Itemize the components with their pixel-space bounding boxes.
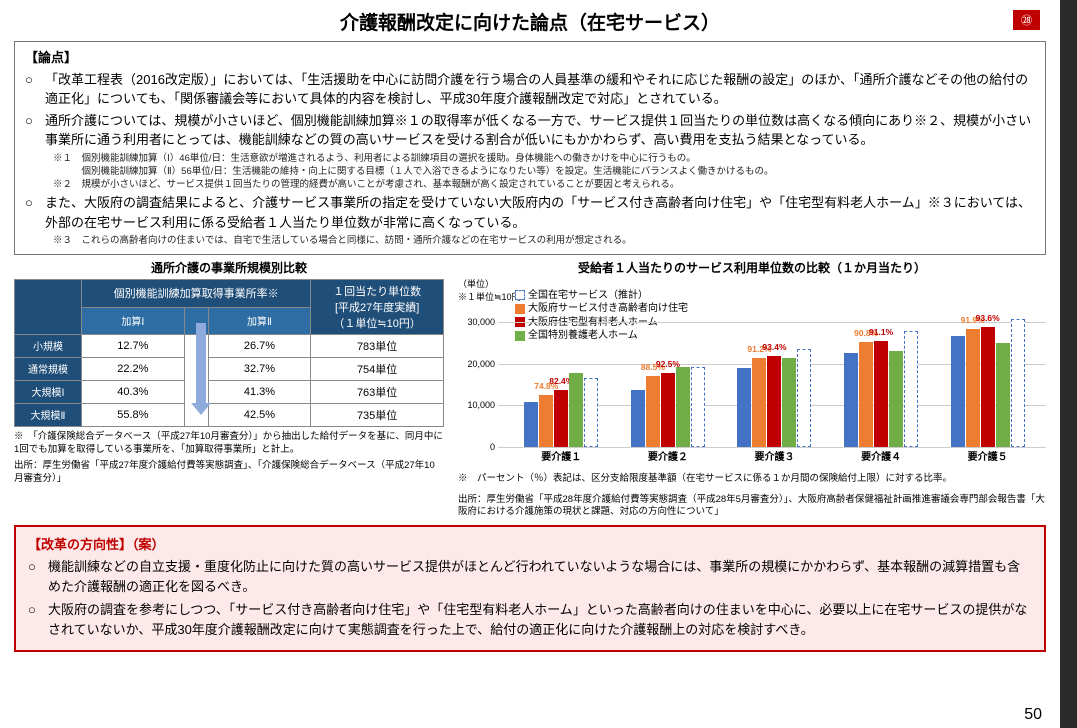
bar-group: 88.5%92.5%要介護２ [631,302,705,447]
table-title: 通所介護の事業所規模別比較 [14,259,444,276]
reference-bar [584,378,598,447]
issues-label: 【論点】 [25,48,1035,68]
bar-group: 91.9%93.6%要介護５ [951,302,1025,447]
title-row: 介護報酬改定に向けた論点（在宅サービス） ㉘ [14,8,1046,35]
footnote: ※２ 規模が小さいほど、サービス提供１回当たりの管理的経費が高いことが考慮され、… [53,178,1035,191]
footnote: ※１ 個別機能訓練加算（Ⅰ）46単位/日：生活意欲が増進されるよう、利用者による… [53,152,1035,165]
table-header-sub1: 加算Ⅰ [82,307,185,334]
charts-row: 通所介護の事業所規模別比較 個別機能訓練加算取得事業所率※ １回当たり単位数 [… [14,259,1046,519]
reform-bullet: ○大阪府の調査を参考にしつつ、「サービス付き高齢者向け住宅」や「住宅型有料老人ホ… [28,600,1032,640]
table-header-main: 個別機能訓練加算取得事業所率※ [82,279,311,307]
chart-note1: ※ パーセント（％）表記は、区分支給限度基準額（在宅サービスに係る１か月間の保険… [458,473,1046,486]
bar [569,373,583,446]
table-row: 通常規模22.2%32.7%754単位 [15,357,444,380]
bar-group: 90.8%91.1%要介護４ [844,302,918,447]
bar: 90.8% [859,342,873,447]
bar: 92.5% [661,373,675,447]
table-header-col3: １回当たり単位数 [平成27年度実績] （１単位≒10円） [311,279,444,334]
bar [951,336,965,447]
table-row: 小規模12.7%26.7%783単位 [15,334,444,357]
bar: 93.6% [981,327,995,446]
bar [737,368,751,446]
reference-bar [904,331,918,447]
table-header-sub2: 加算Ⅱ [208,307,311,334]
bar [631,390,645,447]
presentation-slide: 介護報酬改定に向けた論点（在宅サービス） ㉘ 【論点】 ○「改革工程表（2016… [0,0,1060,728]
table-row: 大規模Ⅱ55.8%42.5%735単位 [15,403,444,426]
bar: 74.8% [539,395,553,447]
page-title: 介護報酬改定に向けた論点（在宅サービス） [340,8,720,35]
chart-area: 010,00020,00030,00074.8%82.4%要介護１88.5%92… [498,280,1046,465]
bar: 91.9% [966,329,980,446]
reform-box: 【改革の方向性】（案） ○機能訓練などの自立支援・重度化防止に向けた質の高いサー… [14,525,1046,652]
chart-note2: 出所：厚生労働省「平成28年度介護給付費等実態調査（平成28年5月審査分）」、大… [458,494,1046,520]
issue-bullet: ○また、大阪府の調査結果によると、介護サービス事業所の指定を受けていない大阪府内… [25,193,1035,232]
slide-number-badge: ㉘ [1013,10,1040,30]
comparison-table-wrap: 通所介護の事業所規模別比較 個別機能訓練加算取得事業所率※ １回当たり単位数 [… [14,259,444,519]
bar-chart-wrap: 受給者１人当たりのサービス利用単位数の比較（１か月当たり） （単位） ※１単位≒… [458,259,1046,519]
footnote: ※３ これらの高齢者向けの住まいでは、自宅で生活している場合と同様に、訪問・通所… [53,234,1035,247]
reform-label: 【改革の方向性】（案） [28,535,1032,555]
bar [996,343,1010,447]
table-note1: ※ 「介護保険総合データベース（平成27年10月審査分）」から抽出した給付データ… [14,431,444,457]
bar [782,358,796,446]
reform-bullet: ○機能訓練などの自立支援・重度化防止に向けた質の高いサービス提供がほとんど行われ… [28,557,1032,597]
bar: 91.2% [752,358,766,447]
issues-box: 【論点】 ○「改革工程表（2016改定版）」においては、「生活援助を中心に訪問介… [14,41,1046,255]
reference-bar [797,349,811,446]
bar: 82.4% [554,390,568,447]
bar [676,367,690,447]
bar: 91.1% [874,341,888,446]
reference-bar [691,367,705,447]
bar-group: 91.2%93.4%要介護３ [737,302,811,447]
reference-bar [1011,319,1025,447]
table-note2: 出所：厚生労働省「平成27年度介護給付費等実態調査」、「介護保険総合データベース… [14,460,444,486]
bar: 88.5% [646,376,660,447]
bar-group: 74.8%82.4%要介護１ [524,302,598,447]
page-number: 50 [1024,706,1042,724]
chart-title: 受給者１人当たりのサービス利用単位数の比較（１か月当たり） [458,259,1046,276]
bar: 93.4% [767,356,781,447]
bar [844,353,858,447]
footnote: 個別機能訓練加算（Ⅱ）56単位/日：生活機能の維持・向上に関する目標（１人で入浴… [53,165,1035,178]
bar [889,351,903,447]
table-row: 大規模Ⅰ40.3%41.3%763単位 [15,380,444,403]
bar [524,402,538,447]
issue-bullet: ○通所介護については、規模が小さいほど、個別機能訓練加算※１の取得率が低くなる一… [25,111,1035,150]
issue-bullet: ○「改革工程表（2016改定版）」においては、「生活援助を中心に訪問介護を行う場… [25,70,1035,109]
comparison-table: 個別機能訓練加算取得事業所率※ １回当たり単位数 [平成27年度実績] （１単位… [14,279,444,427]
